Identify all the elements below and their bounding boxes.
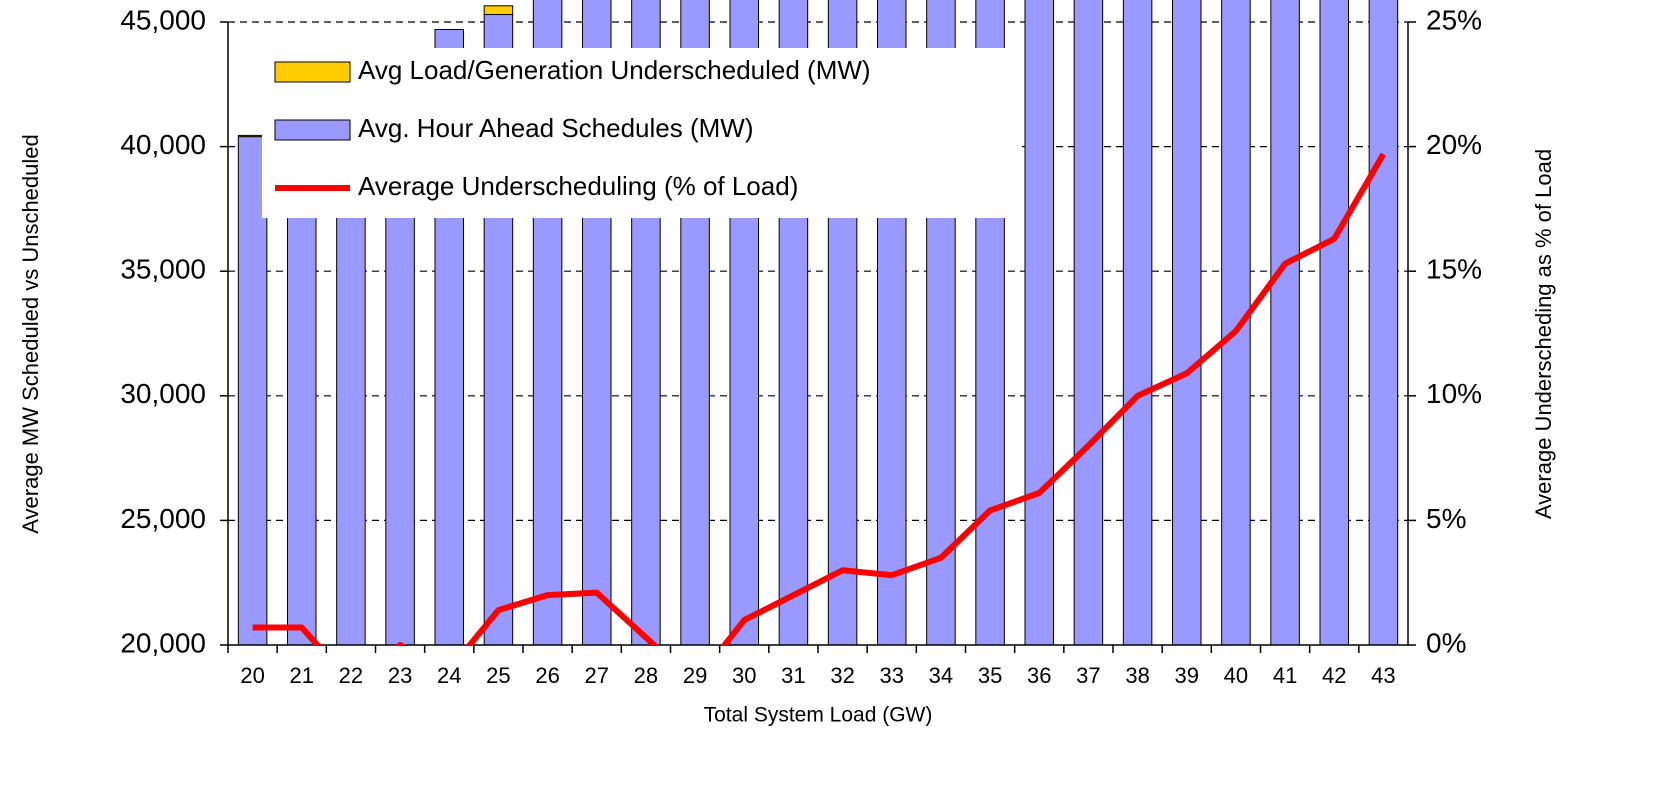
x-tick-label: 29 <box>683 663 707 688</box>
legend-label: Avg Load/Generation Underscheduled (MW) <box>358 55 871 85</box>
x-tick-label: 36 <box>1027 663 1051 688</box>
x-tick-label: 21 <box>290 663 314 688</box>
y2-tick-label: 10% <box>1426 378 1482 409</box>
x-tick-label: 43 <box>1371 663 1395 688</box>
y2-axis-title: Average Underscheding as % of Load <box>1531 149 1556 519</box>
x-tick-label: 31 <box>781 663 805 688</box>
legend-swatch <box>274 61 351 83</box>
x-tick-label: 39 <box>1175 663 1199 688</box>
x-tick-label: 40 <box>1224 663 1248 688</box>
bar <box>1221 0 1251 646</box>
bar <box>1073 0 1104 646</box>
bar <box>1270 0 1300 646</box>
x-tick-label: 41 <box>1273 663 1297 688</box>
y-axis-title: Average MW Scheduled vs Unscheduled <box>18 134 43 533</box>
x-tick-label: 37 <box>1076 663 1100 688</box>
y-tick-label: 45,000 <box>120 4 206 35</box>
bar <box>1368 0 1399 646</box>
y2-tick-label: 0% <box>1426 627 1466 658</box>
y2-tick-label: 5% <box>1426 503 1466 534</box>
x-tick-label: 24 <box>437 663 461 688</box>
x-tick-label: 23 <box>388 663 412 688</box>
legend-box <box>262 48 1022 218</box>
y-tick-label: 40,000 <box>120 129 206 160</box>
x-tick-label: 28 <box>634 663 658 688</box>
legend-swatch <box>274 119 351 141</box>
line <box>252 152 1387 645</box>
x-tick-label: 30 <box>732 663 756 688</box>
x-tick-label: 22 <box>339 663 363 688</box>
bar <box>1171 0 1202 646</box>
bar <box>237 136 268 646</box>
bar <box>483 5 514 16</box>
x-tick-label: 35 <box>978 663 1002 688</box>
y2-tick-label: 15% <box>1426 254 1482 285</box>
legend-label: Average Underscheduling (% of Load) <box>358 171 798 201</box>
x-tick-label: 20 <box>240 663 264 688</box>
x-axis-title: Total System Load (GW) <box>704 704 933 727</box>
y-tick-label: 25,000 <box>120 503 206 534</box>
bar <box>1024 0 1055 646</box>
bar <box>1122 0 1153 646</box>
x-tick-label: 42 <box>1322 663 1346 688</box>
y-tick-label: 30,000 <box>120 378 206 409</box>
y2-tick-label: 25% <box>1426 4 1482 35</box>
x-tick-label: 25 <box>486 663 510 688</box>
y-tick-label: 20,000 <box>120 627 206 658</box>
x-tick-label: 27 <box>585 663 609 688</box>
bar <box>1319 0 1350 646</box>
y-tick-label: 35,000 <box>120 254 206 285</box>
x-tick-label: 34 <box>929 663 953 688</box>
legend-label: Avg. Hour Ahead Schedules (MW) <box>358 113 753 143</box>
y2-tick-label: 20% <box>1426 129 1482 160</box>
x-tick-label: 38 <box>1125 663 1149 688</box>
x-tick-label: 33 <box>880 663 904 688</box>
x-tick-label: 26 <box>535 663 559 688</box>
x-tick-label: 32 <box>830 663 854 688</box>
